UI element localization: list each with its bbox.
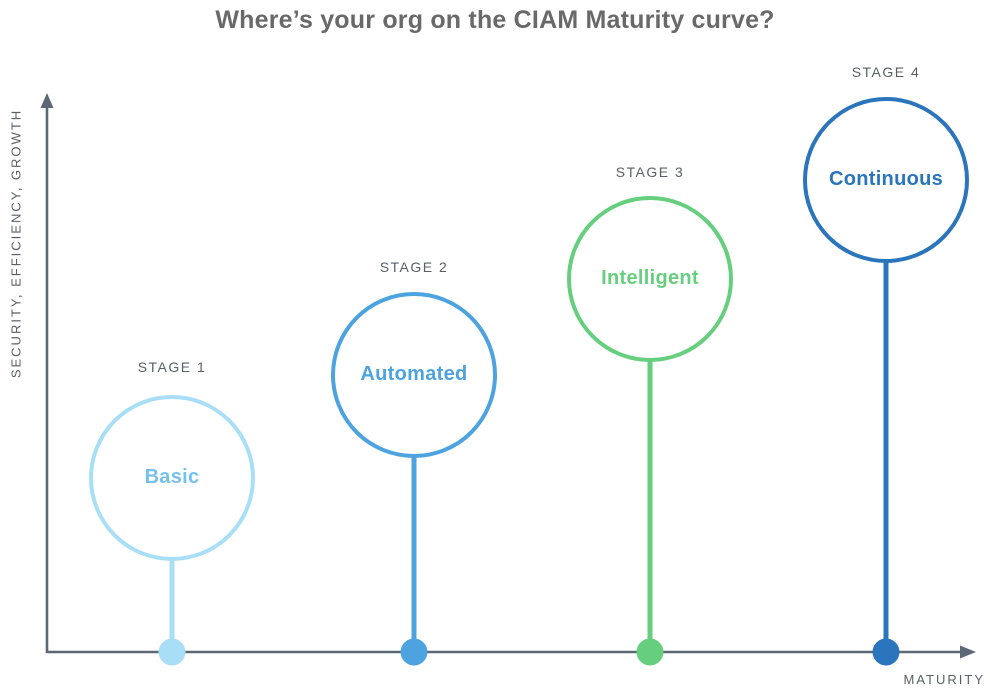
- stage-1-circle: [89, 395, 255, 561]
- stage-4-lollipop: [803, 97, 969, 666]
- stage-3-lollipop: [567, 196, 733, 666]
- stage-2-dot: [400, 638, 428, 666]
- stage-3-name: Intelligent: [601, 267, 699, 289]
- stage-2-circle: [331, 292, 497, 458]
- stage-1-dot: [158, 638, 186, 666]
- stage-2-label: STAGE 2: [379, 259, 449, 275]
- x-axis-arrow-icon: [960, 645, 976, 659]
- stage-4-circle: [803, 97, 969, 263]
- stage-1-label: STAGE 1: [137, 359, 207, 375]
- x-axis-label: MATURITY: [903, 672, 985, 687]
- stage-3-dot: [636, 638, 664, 666]
- stage-1-lollipop: [89, 395, 255, 666]
- stage-4-name: Continuous: [828, 168, 944, 190]
- stage-1-name: Basic: [144, 466, 200, 488]
- stage-2-name: Automated: [360, 363, 468, 385]
- stage-3-circle: [567, 196, 733, 362]
- stage-3-label: STAGE 3: [615, 164, 685, 180]
- stage-2-lollipop: [331, 292, 497, 666]
- y-axis-arrow-icon: [40, 93, 54, 108]
- stage-4-dot: [872, 638, 900, 666]
- page-title: Where’s your org on the CIAM Maturity cu…: [215, 6, 775, 34]
- y-axis-label: SECURITY, EFFICIENCY, GROWTH: [8, 108, 24, 379]
- stage-4-label: STAGE 4: [851, 64, 921, 80]
